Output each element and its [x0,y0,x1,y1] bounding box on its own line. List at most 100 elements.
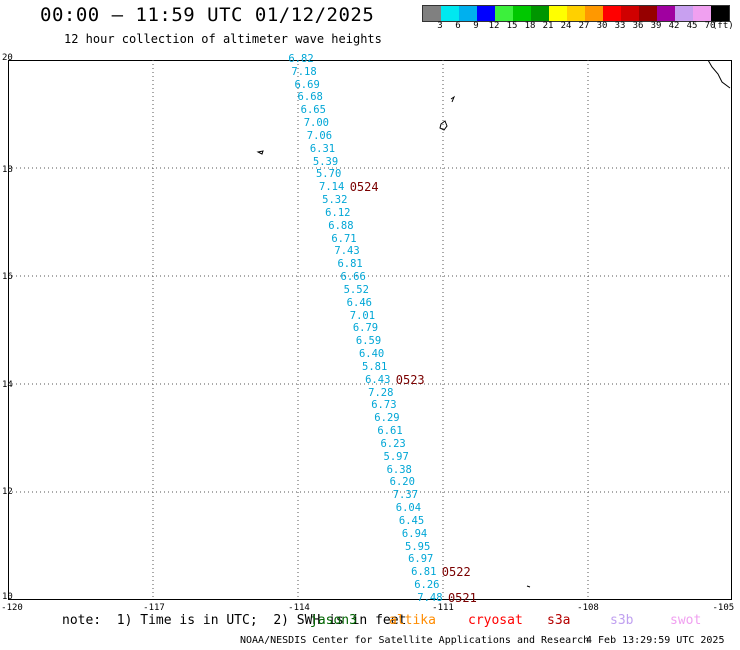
wave-height-label: 6.38 [386,463,412,476]
island-2 [439,120,448,131]
generated-timestamp: 4 Feb 13:29:59 UTC 2025 [586,635,725,646]
latitude-label: 10 [2,592,13,602]
wave-height-label: 5.32 [322,194,348,207]
wave-height-label: 5.97 [383,450,409,463]
satellite-legend-item: swot [670,613,702,628]
footer-note: note: 1) Time is in UTC; 2) SWH is in fe… [62,613,407,628]
color-legend [422,5,730,22]
wave-height-label: 6.04 [395,502,422,515]
wave-height-label: 7.14 [319,181,345,194]
wave-height-label: 6.65 [300,104,326,117]
legend-swatch [567,6,585,21]
wave-height-label: 6.61 [377,425,403,438]
legend-swatch [459,6,477,21]
wave-height-label: 6.29 [374,412,400,425]
map-title: 00:00 – 11:59 UTC 01/12/2025 [40,4,375,26]
wave-height-label: 6.46 [346,296,372,309]
legend-swatch [675,6,693,21]
legend-swatch [495,6,513,21]
satellite-legend-item: s3a [547,613,571,628]
wave-height-label: 7.06 [306,129,333,142]
island-4 [526,585,531,588]
wave-height-label: 7.43 [334,245,360,258]
latitude-label: 20 [2,53,13,63]
legend-swatch [441,6,459,21]
legend-label: 36 [632,21,644,31]
satellite-legend-item: cryosat [468,613,523,628]
wave-height-label: 6.81 [337,258,363,271]
wave-height-label: 6.40 [358,348,385,361]
credit-line: NOAA/NESDIS Center for Satellite Applica… [240,635,590,646]
legend-label: 33 [614,21,626,31]
wave-height-label: 6.82 [288,53,314,65]
legend-swatch [531,6,549,21]
legend-swatch [513,6,531,21]
legend-label: 12 [488,21,500,31]
island-1 [450,95,456,103]
map-frame [8,60,732,600]
legend-swatch [657,6,675,21]
wave-height-label: 6.23 [380,437,406,450]
legend-label: 6 [455,21,461,31]
wave-height-label: 6.12 [325,206,351,219]
legend-swatch [639,6,657,21]
wave-height-label: 6.73 [371,399,397,412]
wave-height-label: 7.00 [303,117,329,130]
legend-unit: (ft) [712,21,734,31]
wave-height-label: 7.18 [291,65,317,78]
legend-swatch [603,6,621,21]
wave-height-label: 5.52 [343,283,369,296]
latitude-label: 12 [2,487,13,497]
legend-labels: 3 6 9 12 15 18 21 24 27 30 33 36 39 42 45 70 [422,21,728,33]
wave-height-label: 6.43 [365,373,391,386]
wave-height-label: 5.39 [312,155,339,168]
wave-height-label: 7.37 [392,489,419,502]
legend-swatch [621,6,639,21]
wave-height-label: 6.81 [411,566,437,579]
satellite-legend-item: altika [389,613,436,628]
wave-height-label: 6.26 [414,579,440,592]
coastline-mainland [707,60,731,89]
pass-time-label: 0522 [441,565,471,580]
wave-height-label: 5.81 [362,360,388,373]
wave-height-label: 6.88 [328,219,354,232]
legend-swatch [693,6,711,21]
wave-height-label: 6.31 [309,142,336,155]
wave-height-label: 7.48 [417,591,443,604]
longitude-label: -105 [712,603,735,613]
legend-label: 42 [668,21,680,31]
longitude-label: -114 [288,603,310,613]
wave-height-label: 6.59 [355,335,382,348]
legend-label: 27 [578,21,590,31]
pass-time-label: 0521 [447,590,477,605]
legend-swatch [585,6,603,21]
legend-label: 70 [704,21,716,31]
map-canvas [8,60,732,600]
legend-label: 30 [596,21,608,31]
wave-height-label: 6.97 [408,553,434,566]
latitude-label: 18 [2,165,13,175]
pass-time-label: 0524 [349,180,379,195]
wave-height-label: 5.70 [315,168,342,181]
map-subtitle: 12 hour collection of altimeter wave hei… [64,32,382,46]
wave-height-label: 6.71 [331,232,357,245]
wave-height-label: 5.95 [405,540,431,553]
latitude-label: 16 [2,272,13,282]
legend-swatch [549,6,567,21]
wave-height-label: 7.01 [349,309,376,322]
longitude-label: -120 [1,603,23,613]
wave-height-label: 6.68 [297,91,323,104]
legend-label: 18 [524,21,536,31]
wave-height-label: 6.45 [398,514,425,527]
legend-label: 39 [650,21,662,31]
longitude-label: -111 [432,603,454,613]
legend-label: 3 [437,21,443,31]
wave-height-label: 6.94 [401,527,428,540]
longitude-label: -108 [577,603,599,613]
legend-swatch [477,6,495,21]
legend-label: 24 [560,21,572,31]
wave-height-label: 6.69 [294,78,320,91]
wave-height-label: 6.20 [389,476,415,489]
pass-time-label: 0523 [395,372,425,387]
legend-swatch [423,6,441,21]
